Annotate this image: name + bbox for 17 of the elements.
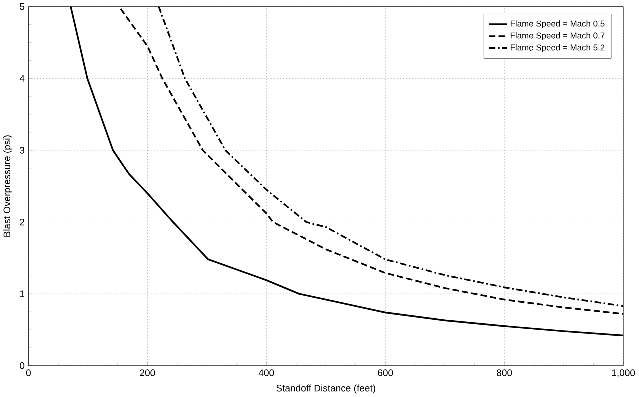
- x-tick-label: 600: [378, 370, 394, 376]
- y-tick-label: 4: [20, 75, 25, 82]
- y-tick-label: 2: [20, 218, 24, 226]
- y-tick-label: 0: [20, 362, 25, 370]
- y-tick-label: 3: [20, 147, 25, 154]
- x-tick-label: 800: [497, 370, 512, 376]
- legend-label: Flame Speed = Mach 5.2: [510, 44, 605, 52]
- x-tick-label: 400: [258, 370, 274, 376]
- y-tick-label: 5: [20, 3, 25, 10]
- y-tick-label: 1: [20, 290, 25, 298]
- x-axis-title: Standoff Distance (feet): [276, 384, 376, 394]
- legend-label: Flame Speed = Mach 0.5: [510, 20, 605, 28]
- legend-label: Flame Speed = Mach 0.7: [510, 32, 605, 40]
- x-tick-label: 0: [26, 370, 31, 376]
- y-axis-title: Blast Overpressure (psi): [4, 136, 12, 237]
- x-tick-label: 200: [140, 370, 156, 376]
- x-tick-label: 1,000: [612, 370, 636, 378]
